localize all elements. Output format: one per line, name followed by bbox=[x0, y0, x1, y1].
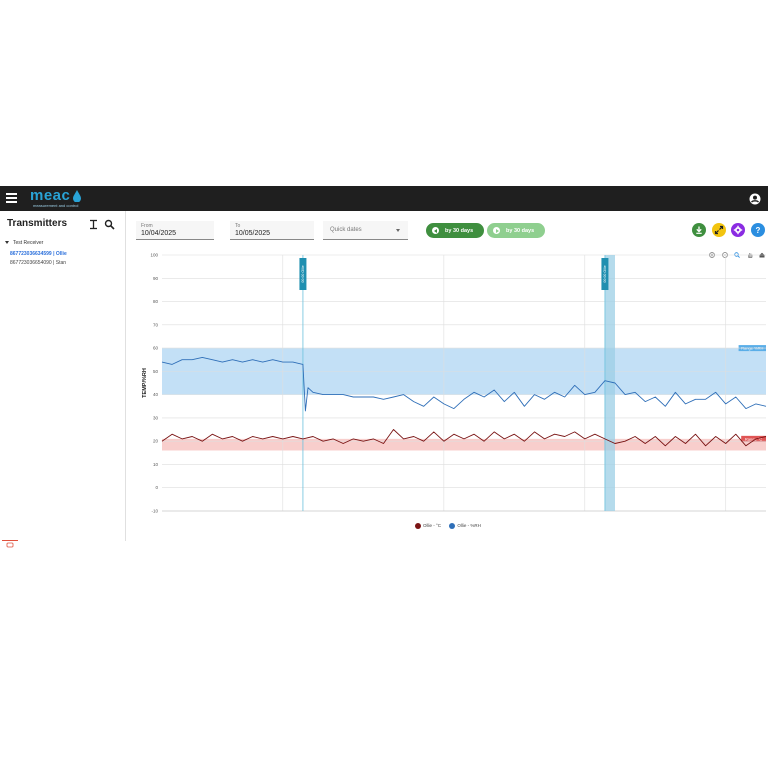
to-value: 10/05/2025 bbox=[235, 230, 271, 237]
event-tag-0 bbox=[299, 258, 307, 290]
logo-drop-icon bbox=[73, 190, 81, 202]
hamburger-menu-icon[interactable] bbox=[6, 193, 17, 204]
logo-text: meac bbox=[30, 187, 71, 204]
chart-legend: Ollie - °C Ollie - %RH bbox=[415, 523, 488, 529]
settings-button[interactable] bbox=[731, 223, 745, 237]
transmitters-sidebar: Transmitters Test Receiver 8677230366345… bbox=[0, 211, 126, 541]
y-tick-label: 20 bbox=[153, 439, 159, 444]
from-label: From bbox=[141, 223, 153, 229]
y-axis-label: TEMP/%RH bbox=[142, 368, 148, 398]
magnifier-icon[interactable] bbox=[734, 245, 741, 258]
event-label-1: 00:00 Ollie bbox=[603, 265, 607, 282]
y-tick-label: 100 bbox=[150, 253, 158, 258]
app-window: meac measurement and control Transmitter… bbox=[0, 186, 768, 541]
zoom-in-icon[interactable] bbox=[709, 245, 716, 258]
legend-dot-temperature bbox=[415, 523, 421, 529]
zoom-out-icon[interactable] bbox=[721, 245, 728, 258]
legend-dot-humidity bbox=[449, 523, 456, 529]
forward-button-label: by 30 days bbox=[506, 227, 535, 234]
y-tick-label: -10 bbox=[151, 509, 158, 514]
legend-item-humidity[interactable]: Ollie - %RH bbox=[449, 523, 481, 529]
y-tick-label: 60 bbox=[153, 346, 159, 351]
sidebar-title: Transmitters bbox=[7, 218, 68, 229]
y-tick-label: 30 bbox=[153, 415, 159, 420]
download-icon bbox=[696, 226, 702, 234]
expand-caret-icon bbox=[5, 241, 9, 245]
quick-dates-placeholder: Quick dates bbox=[330, 227, 362, 233]
receiver-label: Test Receiver bbox=[13, 240, 44, 246]
resize-button[interactable] bbox=[712, 223, 726, 237]
corner-chat-icon[interactable] bbox=[2, 540, 18, 549]
legend-item-temperature[interactable]: Ollie - °C bbox=[415, 523, 441, 529]
y-tick-label: 70 bbox=[153, 322, 159, 327]
back-button-label: by 30 days bbox=[445, 227, 474, 234]
logo-tagline: measurement and control bbox=[33, 203, 79, 208]
back-30-days-button[interactable]: by 30 days bbox=[426, 223, 484, 238]
range-band-1 bbox=[162, 438, 766, 451]
series-line-1 bbox=[161, 429, 767, 447]
y-tick-label: 10 bbox=[153, 462, 159, 467]
top-app-bar: meac measurement and control bbox=[0, 186, 768, 211]
download-button[interactable] bbox=[692, 223, 706, 237]
dropdown-caret-icon bbox=[396, 229, 400, 232]
y-tick-label: 80 bbox=[153, 299, 159, 304]
legend-label-temperature: Ollie - °C bbox=[423, 523, 442, 529]
meaco-logo: meac measurement and control bbox=[30, 187, 90, 210]
range-band-label-bg-1 bbox=[741, 435, 766, 442]
legend-label-humidity: Ollie - %RH bbox=[457, 523, 481, 529]
receiver-tree-node[interactable]: Test Receiver bbox=[5, 240, 43, 246]
help-icon: ? bbox=[756, 226, 761, 235]
arrow-left-icon bbox=[432, 227, 439, 234]
search-icon[interactable] bbox=[104, 217, 115, 230]
event-tag-1 bbox=[601, 258, 609, 290]
range-band-label-1: Range °C bbox=[745, 436, 762, 441]
account-circle-icon[interactable] bbox=[749, 192, 761, 205]
settings-icon bbox=[733, 225, 743, 235]
from-date-field[interactable]: From 10/04/2025 bbox=[136, 221, 214, 240]
y-tick-label: 0 bbox=[155, 485, 158, 490]
pan-hand-icon[interactable] bbox=[747, 245, 753, 258]
series-line-0 bbox=[161, 356, 767, 412]
quick-dates-select[interactable]: Quick dates bbox=[323, 221, 408, 240]
chart-toolbar bbox=[707, 245, 765, 258]
from-value: 10/04/2025 bbox=[141, 230, 177, 237]
home-icon[interactable] bbox=[759, 245, 765, 258]
text-height-icon[interactable] bbox=[88, 217, 99, 230]
highlight-column bbox=[604, 255, 615, 511]
help-button[interactable]: ? bbox=[751, 223, 765, 237]
svg-text:?: ? bbox=[756, 226, 761, 235]
to-date-field[interactable]: To 10/05/2025 bbox=[230, 221, 314, 240]
to-label: To bbox=[235, 223, 241, 229]
forward-30-days-button[interactable]: by 30 days bbox=[487, 223, 545, 238]
transmitter-item-ollie[interactable]: 867723036634599 | Ollie bbox=[10, 251, 67, 257]
event-label-0: 00:00 Ollie bbox=[301, 265, 305, 282]
arrow-right-icon bbox=[493, 227, 500, 234]
resize-icon bbox=[714, 225, 724, 235]
y-tick-label: 50 bbox=[153, 369, 159, 374]
transmitter-item-stan[interactable]: 867723036654090 | Stan bbox=[10, 260, 67, 266]
y-tick-label: 40 bbox=[153, 392, 159, 397]
y-tick-label: 90 bbox=[153, 276, 159, 281]
